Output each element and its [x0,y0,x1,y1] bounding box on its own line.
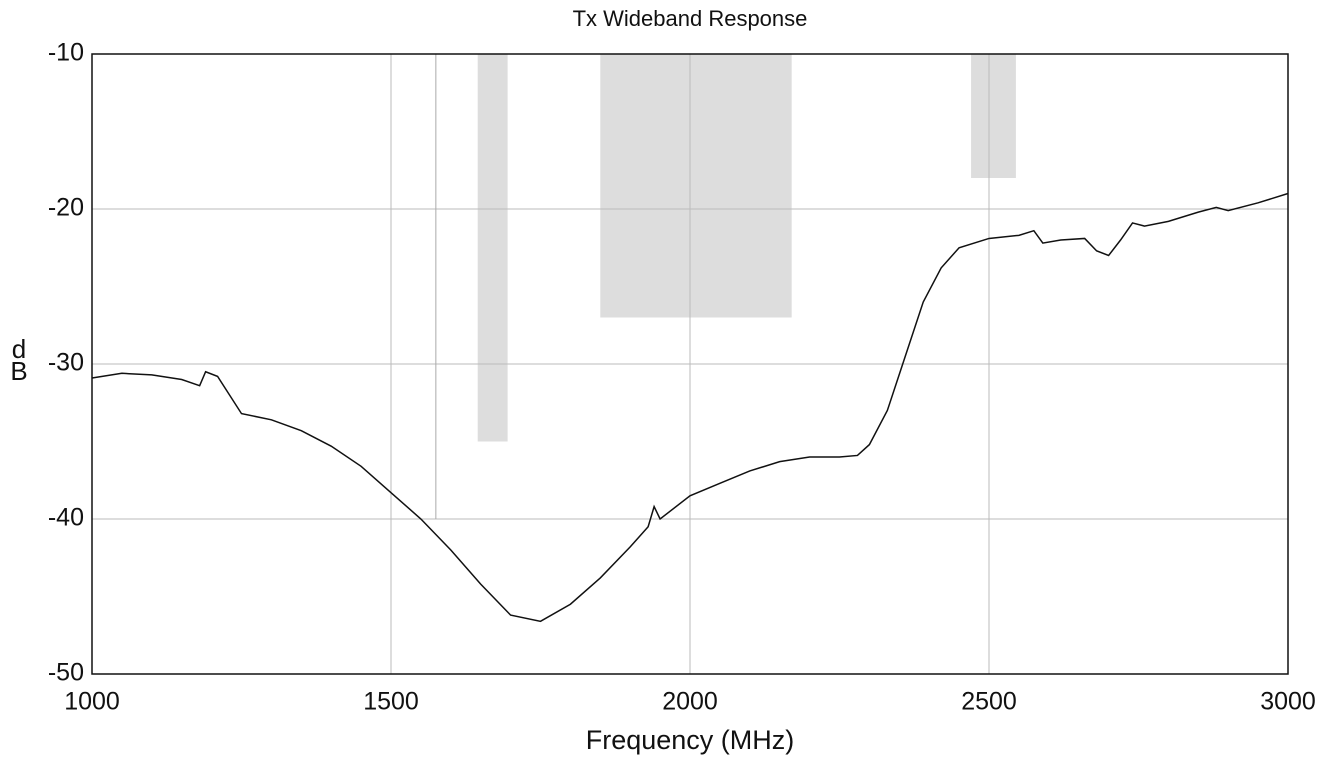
y-tick-label: -30 [48,349,84,377]
chart-title: Tx Wideband Response [573,6,808,31]
x-tick-label: 3000 [1260,688,1316,716]
y-tick-label: -20 [48,194,84,222]
shaded-band [477,54,508,442]
x-tick-label: 1000 [64,688,120,716]
x-tick-label: 1500 [363,688,419,716]
x-tick-label: 2000 [662,688,718,716]
data-line [91,192,1289,623]
y-tick-label: -50 [48,659,84,687]
y-tick-label: -40 [48,504,84,532]
y-tick-label: -10 [48,39,84,67]
x-tick-label: 2500 [961,688,1017,716]
x-axis-label: Frequency (MHz) [586,725,795,755]
shaded-band [971,54,1016,178]
plot-frame [91,53,1289,675]
shaded-band [600,54,792,318]
y-axis-label: dB [10,334,28,386]
